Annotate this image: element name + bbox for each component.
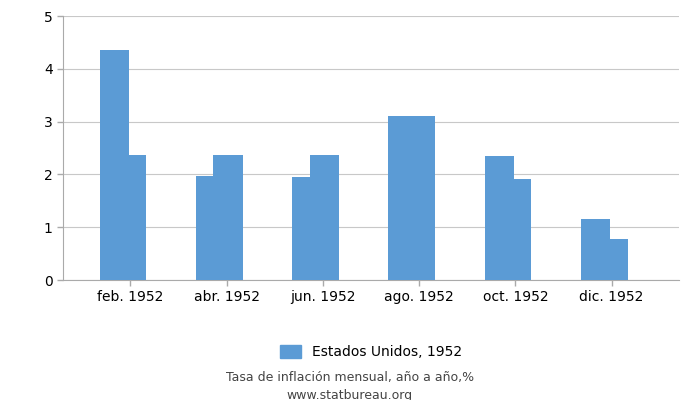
Bar [99,50,129,280]
Bar [214,155,243,280]
Bar [581,219,610,280]
Bar [598,239,628,280]
Text: www.statbureau.org: www.statbureau.org [287,390,413,400]
Bar [389,116,418,280]
Bar [502,179,531,280]
Bar [196,176,225,280]
Bar [309,155,339,280]
Legend: Estados Unidos, 1952: Estados Unidos, 1952 [274,340,468,365]
Bar [406,116,435,280]
Text: Tasa de inflación mensual, año a año,%: Tasa de inflación mensual, año a año,% [226,372,474,384]
Bar [117,155,146,280]
Bar [292,177,321,280]
Bar [484,156,514,280]
